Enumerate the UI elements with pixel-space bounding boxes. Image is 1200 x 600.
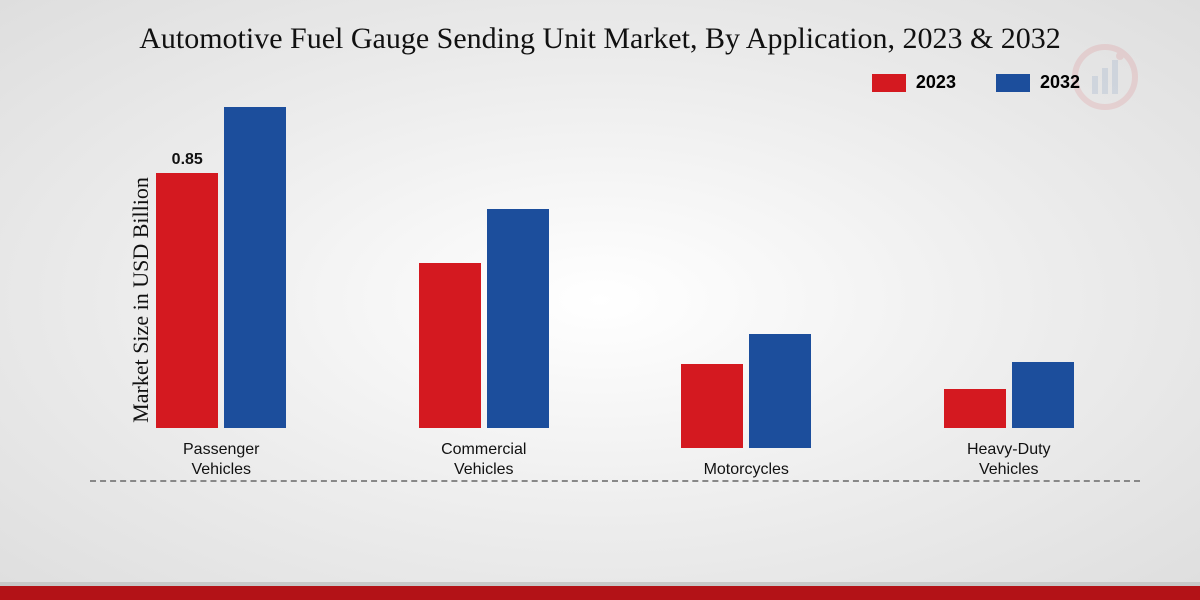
bar-2032	[224, 107, 286, 428]
bar-2023	[681, 364, 743, 448]
category-label: Heavy-Duty Vehicles	[967, 440, 1051, 480]
bar-groups: 0.85 Passenger Vehicles Commercial Vehicle…	[90, 120, 1140, 480]
legend-item-2032: 2032	[996, 72, 1080, 93]
chart-title: Automotive Fuel Gauge Sending Unit Marke…	[0, 0, 1200, 56]
bar-2032	[1012, 362, 1074, 428]
plot-area: 0.85 Passenger Vehicles Commercial Vehicle…	[90, 120, 1140, 520]
bar-pair	[419, 209, 549, 428]
chart-container: Automotive Fuel Gauge Sending Unit Marke…	[0, 0, 1200, 600]
legend-swatch-2032	[996, 74, 1030, 92]
legend-label-2032: 2032	[1040, 72, 1080, 93]
bar-group: 0.85 Passenger Vehicles	[156, 107, 286, 480]
bar-2023: 0.85	[156, 173, 218, 428]
bar-2023	[944, 389, 1006, 428]
category-label: Motorcycles	[704, 460, 789, 480]
bar-2023	[419, 263, 481, 428]
bar-pair	[681, 334, 811, 448]
bar-value-label: 0.85	[172, 151, 203, 169]
x-axis-line	[90, 480, 1140, 482]
bar-pair: 0.85	[156, 107, 286, 428]
legend-label-2023: 2023	[916, 72, 956, 93]
legend: 2023 2032	[872, 72, 1080, 93]
bar-group: Commercial Vehicles	[419, 209, 549, 480]
bar-group: Motorcycles	[681, 334, 811, 480]
bar-2032	[487, 209, 549, 428]
legend-item-2023: 2023	[872, 72, 956, 93]
category-label: Commercial Vehicles	[441, 440, 526, 480]
category-label: Passenger Vehicles	[183, 440, 260, 480]
bar-pair	[944, 362, 1074, 428]
legend-swatch-2023	[872, 74, 906, 92]
bar-group: Heavy-Duty Vehicles	[944, 362, 1074, 480]
footer-bar	[0, 586, 1200, 600]
bar-2032	[749, 334, 811, 448]
